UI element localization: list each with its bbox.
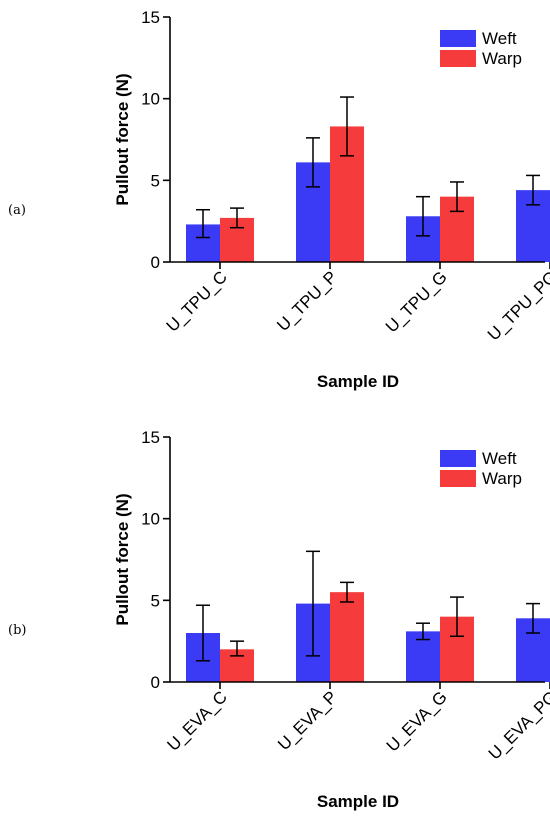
- x-tick-label-u-eva-c: U_EVA_C: [163, 687, 230, 754]
- y-tick-label-15: 15: [141, 428, 160, 447]
- legend-swatch-warp: [440, 470, 476, 487]
- y-tick-label-0: 0: [151, 673, 160, 692]
- x-axis-title: Sample ID: [317, 372, 399, 391]
- legend-label-weft: Weft: [482, 449, 517, 468]
- x-axis-title: Sample ID: [317, 792, 399, 811]
- y-tick-label-10: 10: [141, 90, 160, 109]
- x-tick-label-u-eva-p: U_EVA_P: [274, 687, 341, 754]
- y-tick-label-0: 0: [151, 253, 160, 272]
- y-tick-label-5: 5: [151, 591, 160, 610]
- bar-warp-u-eva-p: [330, 592, 364, 682]
- chart-panel-a: (a) Pullout force (N) 0 5 10 15 U_TPU_C U_TPU_P…: [0, 0, 550, 408]
- x-tick-label-u-eva-pg: U_EVA_PG: [485, 687, 550, 763]
- legend-label-warp: Warp: [482, 469, 522, 488]
- chart-a-svg: (a) Pullout force (N) 0 5 10 15 U_TPU_C U_TPU_P…: [8, 8, 550, 391]
- chart-b-svg: (b) Pullout force (N) 0 5 10 15 U_EVA_C U_EVA_P…: [8, 428, 550, 811]
- y-axis-title: Pullout force (N): [113, 493, 132, 625]
- panel-label: (b): [8, 623, 26, 638]
- x-tick-label-u-tpu-c: U_TPU_C: [163, 267, 231, 335]
- chart-panel-b: (b) Pullout force (N) 0 5 10 15 U_EVA_C U_EVA_P…: [0, 420, 550, 828]
- y-tick-label-5: 5: [151, 171, 160, 190]
- x-tick-label-u-tpu-g: U_TPU_G: [382, 267, 451, 336]
- legend-label-weft: Weft: [482, 29, 517, 48]
- panel-label: (a): [8, 203, 26, 218]
- y-tick-label-10: 10: [141, 510, 160, 529]
- legend-swatch-weft: [440, 30, 476, 47]
- legend-swatch-warp: [440, 50, 476, 67]
- y-tick-label-15: 15: [141, 8, 160, 27]
- x-tick-label-u-tpu-p: U_TPU_P: [273, 267, 341, 335]
- legend-swatch-weft: [440, 450, 476, 467]
- y-axis-title: Pullout force (N): [113, 73, 132, 205]
- legend-label-warp: Warp: [482, 49, 522, 68]
- x-tick-label-u-tpu-pg: U_TPU_PG: [484, 267, 550, 344]
- x-tick-label-u-eva-g: U_EVA_G: [383, 687, 451, 755]
